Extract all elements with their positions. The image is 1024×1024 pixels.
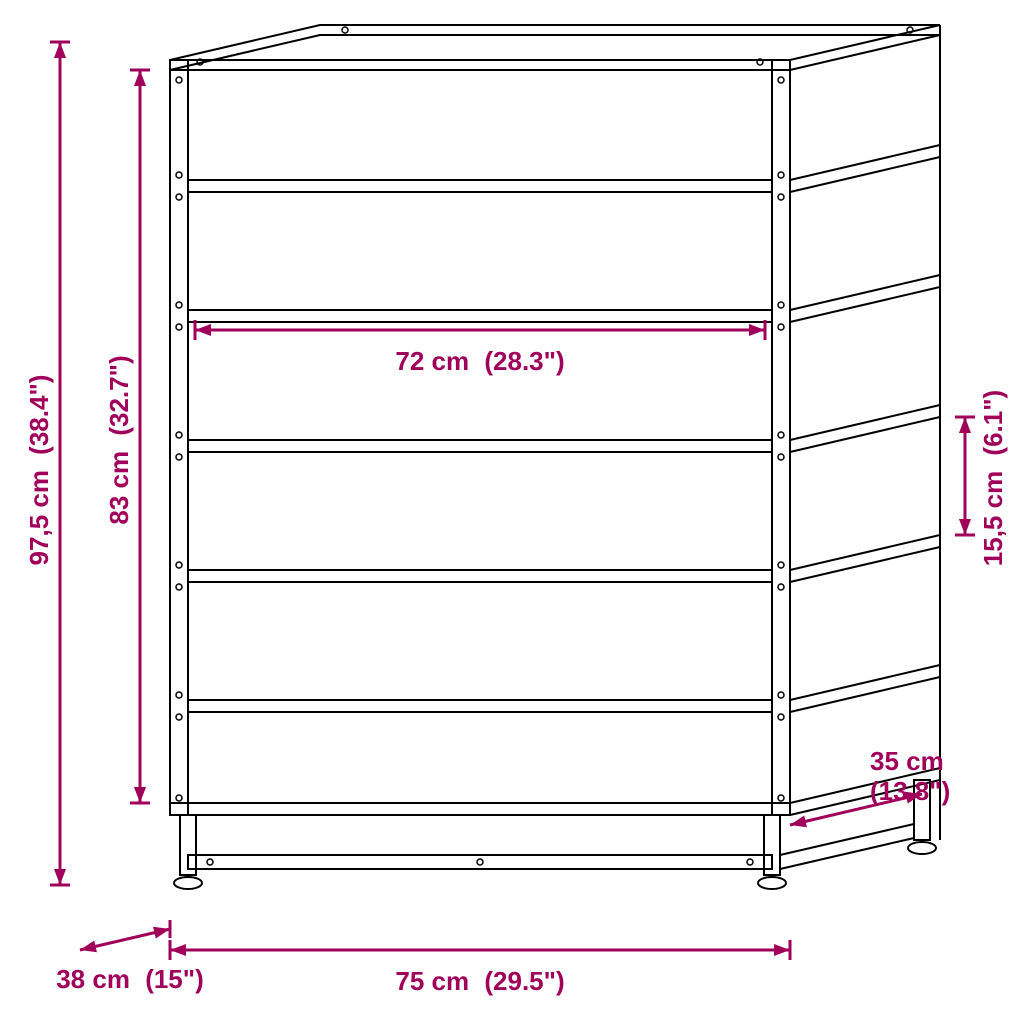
dim-inner-height-cm: 83 cm: [104, 451, 134, 525]
dim-total-height: 97,5 cm (38.4"): [24, 42, 70, 885]
dim-depth-cm: 38 cm: [56, 964, 130, 994]
svg-text:15,5 cm (6.1"): 15,5 cm (6.1"): [978, 390, 1008, 566]
dim-inner-height: 83 cm (32.7"): [104, 70, 150, 803]
dim-shelf-gap-cm: 15,5 cm: [978, 471, 1008, 566]
dim-total-height-cm: 97,5 cm: [24, 470, 54, 565]
dim-inner-height-in: (32.7"): [104, 355, 134, 435]
rivets: [176, 27, 913, 865]
dim-inner-width: 72 cm (28.3"): [195, 320, 765, 376]
shelf-unit: [170, 25, 940, 889]
dim-width: 75 cm (29.5"): [170, 940, 790, 996]
dim-inner-width-in: (28.3"): [484, 346, 564, 376]
dim-depth: 38 cm (15"): [56, 920, 204, 994]
dim-shelf-gap: 15,5 cm (6.1"): [955, 390, 1008, 566]
dim-width-cm: 75 cm: [395, 966, 469, 996]
svg-text:(13.8"): (13.8"): [870, 776, 950, 806]
dim-inner-depth: 35 cm (13.8"): [789, 746, 951, 831]
dim-inner-depth-cm: 35 cm: [870, 746, 944, 776]
svg-text:75 cm (29.5"): 75 cm (29.5"): [395, 966, 564, 996]
dimension-diagram: 97,5 cm (38.4") 83 cm (32.7") 72 cm (28.…: [0, 0, 1024, 1024]
svg-text:72 cm (28.3"): 72 cm (28.3"): [395, 346, 564, 376]
svg-text:38 cm (15"): 38 cm (15"): [56, 964, 204, 994]
dim-width-in: (29.5"): [484, 966, 564, 996]
dim-depth-in: (15"): [145, 964, 204, 994]
svg-text:35 cm: 35 cm: [870, 746, 944, 776]
dim-total-height-in: (38.4"): [24, 375, 54, 455]
svg-text:97,5 cm (38.4"): 97,5 cm (38.4"): [24, 375, 54, 566]
dim-shelf-gap-in: (6.1"): [978, 390, 1008, 456]
svg-text:83 cm (32.7"): 83 cm (32.7"): [104, 355, 134, 524]
dim-inner-depth-in: (13.8"): [870, 776, 950, 806]
dim-inner-width-cm: 72 cm: [395, 346, 469, 376]
